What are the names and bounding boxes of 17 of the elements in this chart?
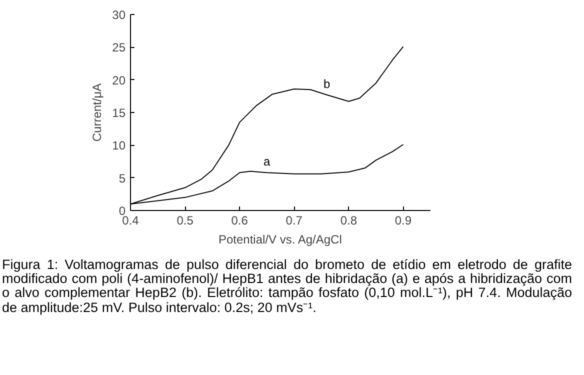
text: Figura 1: Voltamogramas de pulso diferencial do brometo de etídio em eletrodo de grafite modificado com poli (4-aminofenol)/ HepB1 antes de hibridação (a) e após a hibridização com o alvo complementar HepB2 (b). Eletrólito: tampão fosfato (0,10 mol.L⁻¹), pH 7.4. Modulação de amplitude:25 mV. Pulso intervalo: 0.2s; 20 mVs⁻¹. bbox=[2, 257, 572, 315]
x-tick-label: 0.4 bbox=[122, 214, 140, 228]
y-tick-label: 10 bbox=[112, 138, 126, 153]
x-tick-label: 0.8 bbox=[340, 214, 358, 228]
x-tick-label: 0.6 bbox=[231, 214, 248, 228]
x-tick-label: 0.9 bbox=[394, 214, 412, 228]
x-tick-label: 0.7 bbox=[286, 214, 303, 228]
y-tick-label: 15 bbox=[112, 106, 126, 120]
series-label: a bbox=[264, 154, 271, 169]
x-axis-title: Potential/V vs. Ag/AgCl bbox=[218, 232, 342, 246]
series-label: b bbox=[324, 76, 331, 91]
y-tick-label: 5 bbox=[118, 171, 126, 186]
y-tick-label: 25 bbox=[112, 40, 126, 55]
x-tick-label: 0.5 bbox=[176, 214, 194, 228]
y-tick-label: 20 bbox=[112, 73, 126, 88]
y-tick-label: 30 bbox=[112, 8, 126, 22]
y-axis-title: Current/μA bbox=[90, 83, 104, 142]
